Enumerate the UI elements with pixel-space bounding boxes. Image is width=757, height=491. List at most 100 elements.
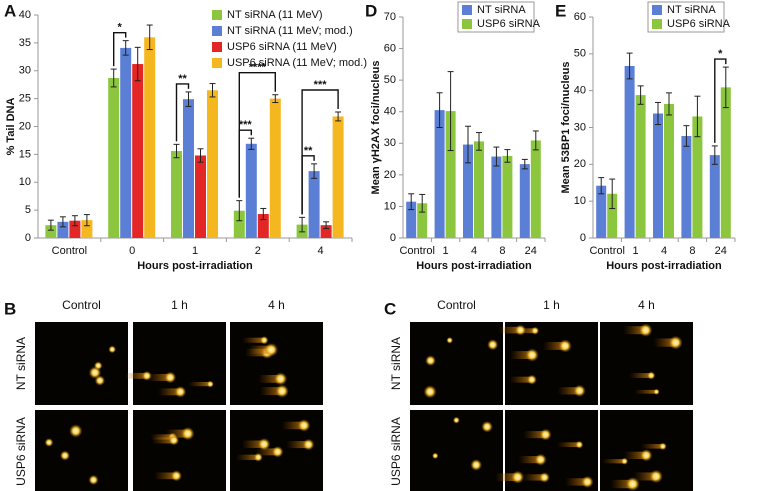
y-tick-label: 30	[574, 121, 586, 133]
comet-head	[539, 472, 550, 483]
bar	[57, 221, 69, 238]
x-tick-label: 0	[129, 245, 135, 257]
comet-head	[659, 442, 667, 451]
comet-tail	[510, 351, 533, 360]
y-tick-label: 60	[574, 11, 586, 23]
significance-label: **	[178, 73, 187, 85]
micrograph	[600, 410, 693, 491]
y-tick-label: 0	[580, 232, 586, 244]
comet-tail	[150, 434, 173, 440]
comet-head	[446, 336, 454, 344]
comet-tail	[188, 382, 211, 387]
error-bar	[47, 219, 54, 231]
x-axis-label: Hours post-irradiation	[416, 260, 532, 272]
comet-head	[581, 475, 594, 488]
error-bar	[311, 163, 318, 179]
error-bar	[173, 143, 180, 159]
error-bar	[711, 145, 718, 165]
x-tick-label: 1	[633, 245, 639, 257]
comet-tail	[522, 474, 545, 481]
error-bar	[532, 130, 539, 151]
comet-tail	[509, 376, 532, 383]
y-tick-label: 40	[19, 9, 31, 21]
error-bar	[134, 46, 141, 82]
bar	[681, 135, 692, 238]
comet-head	[181, 427, 195, 441]
bar	[635, 95, 646, 238]
y-tick-label: 50	[384, 74, 396, 86]
comet-tail	[165, 429, 188, 438]
y-tick-label: 15	[19, 148, 31, 160]
comet-head	[534, 453, 547, 466]
error-bar	[476, 132, 482, 151]
error-bar	[83, 214, 90, 227]
x-tick-label: Control	[399, 245, 434, 257]
comet-head	[168, 435, 180, 446]
comet-head	[452, 416, 460, 424]
legend-swatch	[462, 19, 472, 29]
error-bar	[666, 92, 672, 116]
error-bar	[299, 216, 306, 233]
bar	[207, 90, 218, 238]
comet-head	[88, 474, 99, 485]
y-tick-label: 70	[384, 11, 396, 23]
bar	[45, 225, 57, 238]
micrograph	[230, 410, 323, 491]
column-label: 4 h	[268, 298, 285, 312]
comet-head	[253, 452, 263, 462]
legend-label: USP6 siRNA (11 MeV)	[227, 41, 337, 53]
micrograph	[124, 322, 226, 405]
error-bar	[71, 215, 78, 227]
row-label: USP6 siRNA	[14, 417, 28, 486]
comet-tail	[634, 389, 657, 394]
significance-label: *	[718, 48, 723, 60]
comet-tail	[629, 373, 652, 378]
bar	[434, 110, 445, 238]
comet-head	[525, 348, 539, 362]
error-bar	[598, 177, 605, 195]
comet-tail	[286, 441, 309, 449]
comet-tail	[124, 372, 147, 379]
comet-head	[59, 450, 71, 461]
bar	[417, 203, 428, 238]
error-bar	[236, 200, 243, 222]
bar	[233, 210, 245, 238]
error-bar	[122, 40, 129, 56]
comet-tail	[634, 472, 657, 481]
error-bar	[209, 83, 216, 98]
micrograph-bg	[35, 322, 128, 405]
y-tick-label: 30	[19, 65, 31, 77]
error-bar	[626, 52, 633, 80]
significance-label: ***	[314, 79, 328, 91]
bar	[624, 65, 635, 238]
x-axis-label: Hours post-irradiation	[606, 260, 722, 272]
comet-head	[108, 345, 117, 354]
comet-head	[539, 428, 552, 441]
error-bar	[493, 146, 500, 167]
comet-tail	[640, 444, 663, 449]
error-bar	[323, 221, 330, 230]
error-bar	[722, 66, 729, 109]
error-bar	[419, 193, 426, 213]
bar	[720, 87, 731, 238]
comet-tail	[523, 431, 546, 439]
legend-swatch	[212, 10, 222, 20]
bar	[653, 113, 663, 238]
comet-head	[649, 469, 663, 484]
comet-head	[260, 336, 269, 345]
comet-tail	[498, 326, 521, 334]
y-axis-label: Mean 53BP1 foci/nucleus	[560, 61, 572, 193]
y-axis-label: Mean γH2AX foci/nucleus	[370, 61, 382, 195]
error-bar	[260, 207, 267, 221]
x-tick-label: Control	[589, 245, 624, 257]
comet-tail	[255, 448, 278, 456]
error-bar	[197, 148, 204, 163]
row-label: NT siRNA	[389, 337, 403, 390]
comet-head	[206, 380, 214, 388]
bar	[709, 155, 720, 238]
x-tick-label: 4	[318, 245, 324, 257]
comet-head	[164, 371, 177, 384]
column-label: 1 h	[543, 298, 560, 312]
legend-label: NT siRNA	[477, 4, 526, 16]
error-bar	[637, 85, 644, 105]
